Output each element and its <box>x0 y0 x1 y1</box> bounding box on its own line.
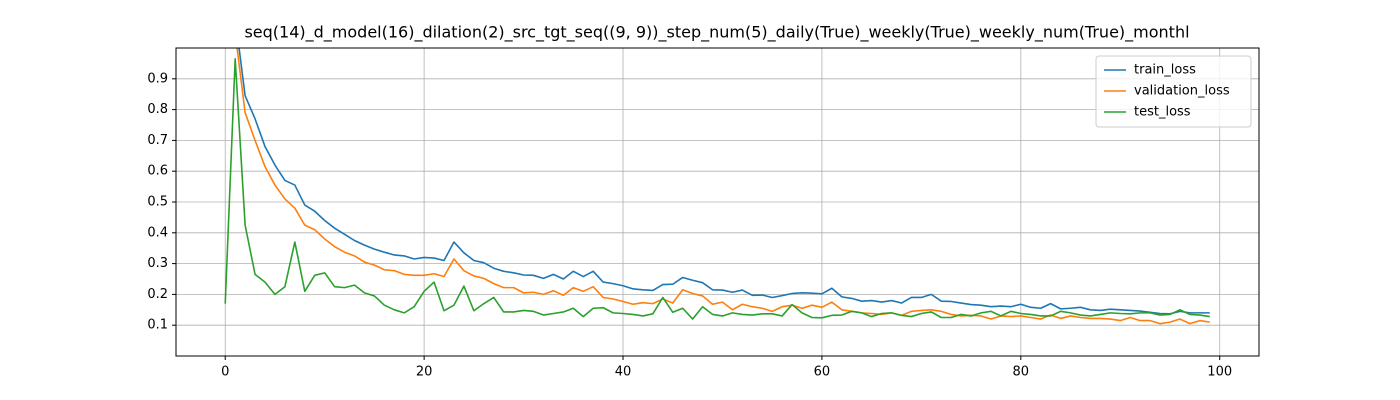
y-tick-label: 0.4 <box>147 225 168 240</box>
grid <box>176 48 1259 356</box>
legend-label: validation_loss <box>1134 84 1230 99</box>
series-line <box>224 57 1210 320</box>
legend: train_loss validation_loss test_loss <box>1095 55 1252 128</box>
x-tick-label: 100 <box>1207 365 1232 380</box>
legend-label: test_loss <box>1134 105 1191 120</box>
series-line <box>238 48 1210 315</box>
x-tick-label: 80 <box>1013 365 1030 380</box>
y-tick-label: 0.3 <box>147 256 168 271</box>
x-tick-label: 60 <box>814 365 831 380</box>
ticks: 0 20 40 60 80 100 0.1 0.2 0.3 0.4 0.5 0.6 0.7 0.8 0.9 <box>147 71 1232 379</box>
legend-box <box>1095 55 1252 128</box>
y-tick-label: 0.7 <box>147 133 168 148</box>
y-tick-label: 0.6 <box>147 164 168 179</box>
x-tick-label: 40 <box>615 365 632 380</box>
y-tick-label: 0.5 <box>147 195 168 210</box>
x-tick-label: 0 <box>221 365 229 380</box>
legend-label: train_loss <box>1134 63 1196 78</box>
x-tick-label: 20 <box>416 365 433 380</box>
y-tick-label: 0.1 <box>147 318 168 333</box>
y-tick-label: 0.9 <box>147 71 168 86</box>
y-tick-label: 0.8 <box>147 102 168 117</box>
plot-area <box>224 48 1210 325</box>
series-line <box>236 48 1210 325</box>
chart-title: seq(14)_d_model(16)_dilation(2)_src_tgt_… <box>244 23 1189 43</box>
y-tick-label: 0.2 <box>147 287 168 302</box>
